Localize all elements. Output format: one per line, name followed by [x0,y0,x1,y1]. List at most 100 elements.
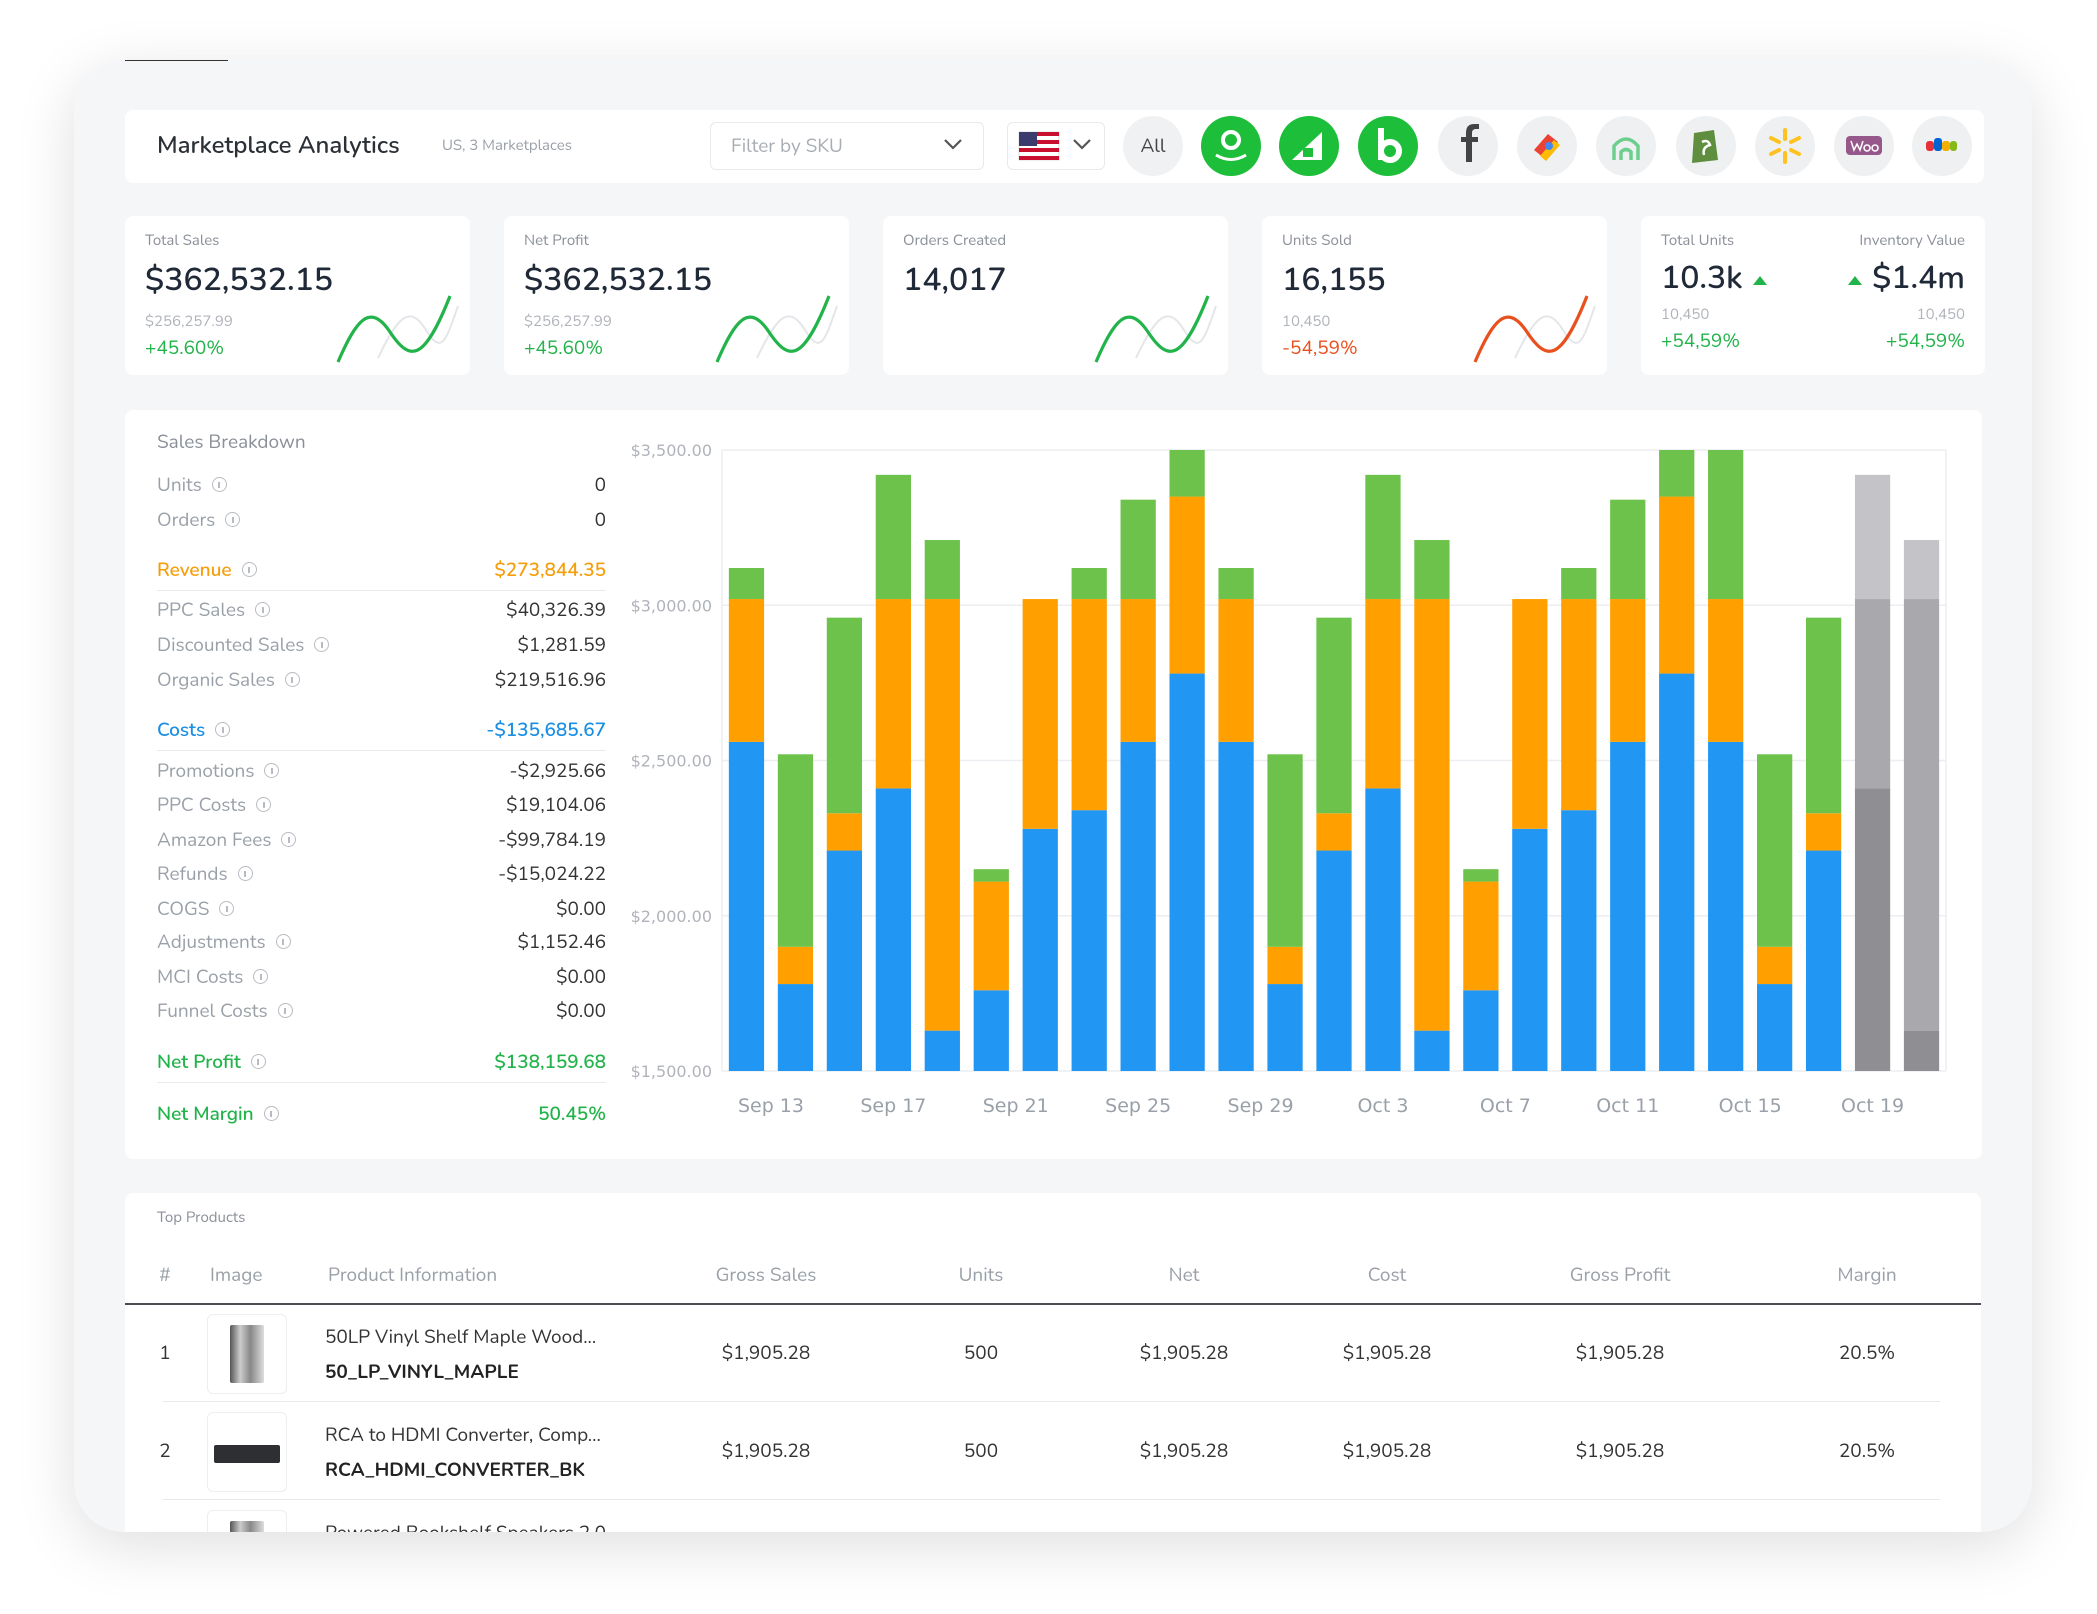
label-text: Amazon Fees [157,827,272,853]
info-icon[interactable] [215,721,231,737]
kpi-value: $1.4m [1872,257,1965,300]
breakdown-value: $138,159.68 [494,1048,606,1075]
label-text: Discounted Sales [157,632,305,659]
product-thumbnail [207,1510,287,1532]
info-icon[interactable] [275,934,291,950]
kpi-value: $362,532.15 [145,259,333,302]
products-panel [125,1193,1981,1532]
breakdown-value: $219,516.96 [494,667,606,694]
product-image [214,1445,280,1463]
breakdown-value: $1,281.59 [517,632,606,659]
table-cell: 20.5% [1838,1340,1896,1366]
breakdown-value: 0 [594,472,606,499]
info-icon[interactable] [241,561,257,577]
breakdown-value: $0.00 [556,997,606,1024]
header-rule [125,1303,1981,1305]
product-sku: 50_LP_VINYL_MAPLE [325,1359,519,1385]
kpi-value: $362,532.15 [524,259,712,302]
table-cell: 20.5% [1838,1438,1896,1464]
breakdown-value: $40,326.39 [506,597,606,624]
trend-arrow [1752,275,1767,285]
breakdown-label: Orders [157,506,241,534]
kpi-change: +45.60% [524,335,604,361]
product-thumbnail [207,1412,287,1492]
row-rank: 1 [159,1340,171,1366]
tab-indicator [125,60,228,61]
label-text: Refunds [157,860,228,887]
info-icon[interactable] [256,797,272,813]
kpi-label: Total Units [1661,231,1735,251]
kpi-label: Inventory Value [1859,231,1965,251]
breakdown-value: $0.00 [556,964,606,991]
info-icon[interactable] [277,1002,293,1018]
kpi-label: Net Profit [524,231,589,251]
section-divider [157,749,606,751]
column-header: Gross Profit [1569,1262,1671,1288]
kpi-value: 16,155 [1282,259,1386,302]
kpi-change: -54,59% [1282,335,1358,361]
kpi-previous: $256,257.99 [524,312,612,332]
label-text: Net Margin [157,1101,254,1128]
kpi-previous: 10,450 [1282,312,1331,332]
info-icon[interactable] [263,1106,279,1122]
dashboard: Marketplace Analytics US, 3 Marketplaces… [74,60,2032,1532]
section-divider [157,589,606,591]
product-sku: RCA_HDMI_CONVERTER_BK [325,1457,585,1483]
breakdown-value: -$2,925.66 [509,758,606,785]
country-select[interactable] [1007,122,1105,170]
table-cell: $1,905.28 [1139,1438,1229,1464]
kpi-label: Units Sold [1282,231,1352,251]
kpi-label: Orders Created [903,231,1007,251]
kpi-card [1641,216,1985,375]
breakdown-label: Amazon Fees [157,826,297,854]
info-icon[interactable] [284,672,300,688]
breakdown-value: 0 [594,507,606,534]
column-header: Net [1168,1262,1200,1288]
page-title: Marketplace Analytics [157,130,400,162]
breakdown-label: Funnel Costs [157,997,293,1025]
info-icon[interactable] [314,637,330,653]
info-icon[interactable] [211,477,227,493]
column-header: Margin [1837,1262,1897,1288]
trend-arrow [1848,275,1863,285]
column-header: Cost [1367,1262,1407,1288]
kpi-value-row: $1.4m [1838,258,1965,300]
label-text: MCI Costs [157,964,244,991]
sku-filter[interactable]: Filter by SKU [710,122,984,170]
all-marketplaces[interactable]: All [1123,116,1183,176]
info-icon[interactable] [237,865,253,881]
kpi-change: +54,59% [1661,328,1741,354]
info-icon[interactable] [264,763,280,779]
info-icon[interactable] [255,602,271,618]
breakdown-value: $273,844.35 [494,556,606,583]
info-icon[interactable] [225,512,241,528]
label-text: Net Profit [157,1048,241,1075]
breakdown-label: PPC Sales [157,596,271,624]
product-name: Powered Bookshelf Speakers 2.0... [325,1519,619,1532]
column-header: Gross Sales [715,1262,817,1288]
breakdown-value: -$135,685.67 [486,716,606,743]
info-icon[interactable] [250,1053,266,1069]
row-divider [163,1499,1940,1500]
breakdown-label: Discounted Sales [157,631,330,659]
table-cell: $1,905.28 [721,1438,811,1464]
sales-panel [125,410,1982,1159]
info-icon[interactable] [219,900,235,916]
table-cell: $1,905.28 [1575,1438,1665,1464]
label-text: PPC Costs [157,792,247,819]
kpi-value: 14,017 [903,259,1007,302]
kpi-value-row: 10.3k [1661,258,1777,300]
label-text: Revenue [157,556,232,583]
breakdown-title: Sales Breakdown [157,429,306,455]
row-rank: 2 [159,1438,171,1464]
column-header: Units [958,1262,1004,1288]
breakdown-label: Revenue [157,556,257,584]
info-icon[interactable] [281,832,297,847]
kpi-value: 10.3k [1661,257,1743,300]
info-icon[interactable] [253,969,269,985]
label-text: Promotions [157,758,255,785]
breakdown-label: COGS [157,895,235,923]
kpi-change: +54,59% [1885,328,1965,354]
label-text: COGS [157,895,210,922]
table-cell: $1,905.28 [1342,1340,1432,1366]
